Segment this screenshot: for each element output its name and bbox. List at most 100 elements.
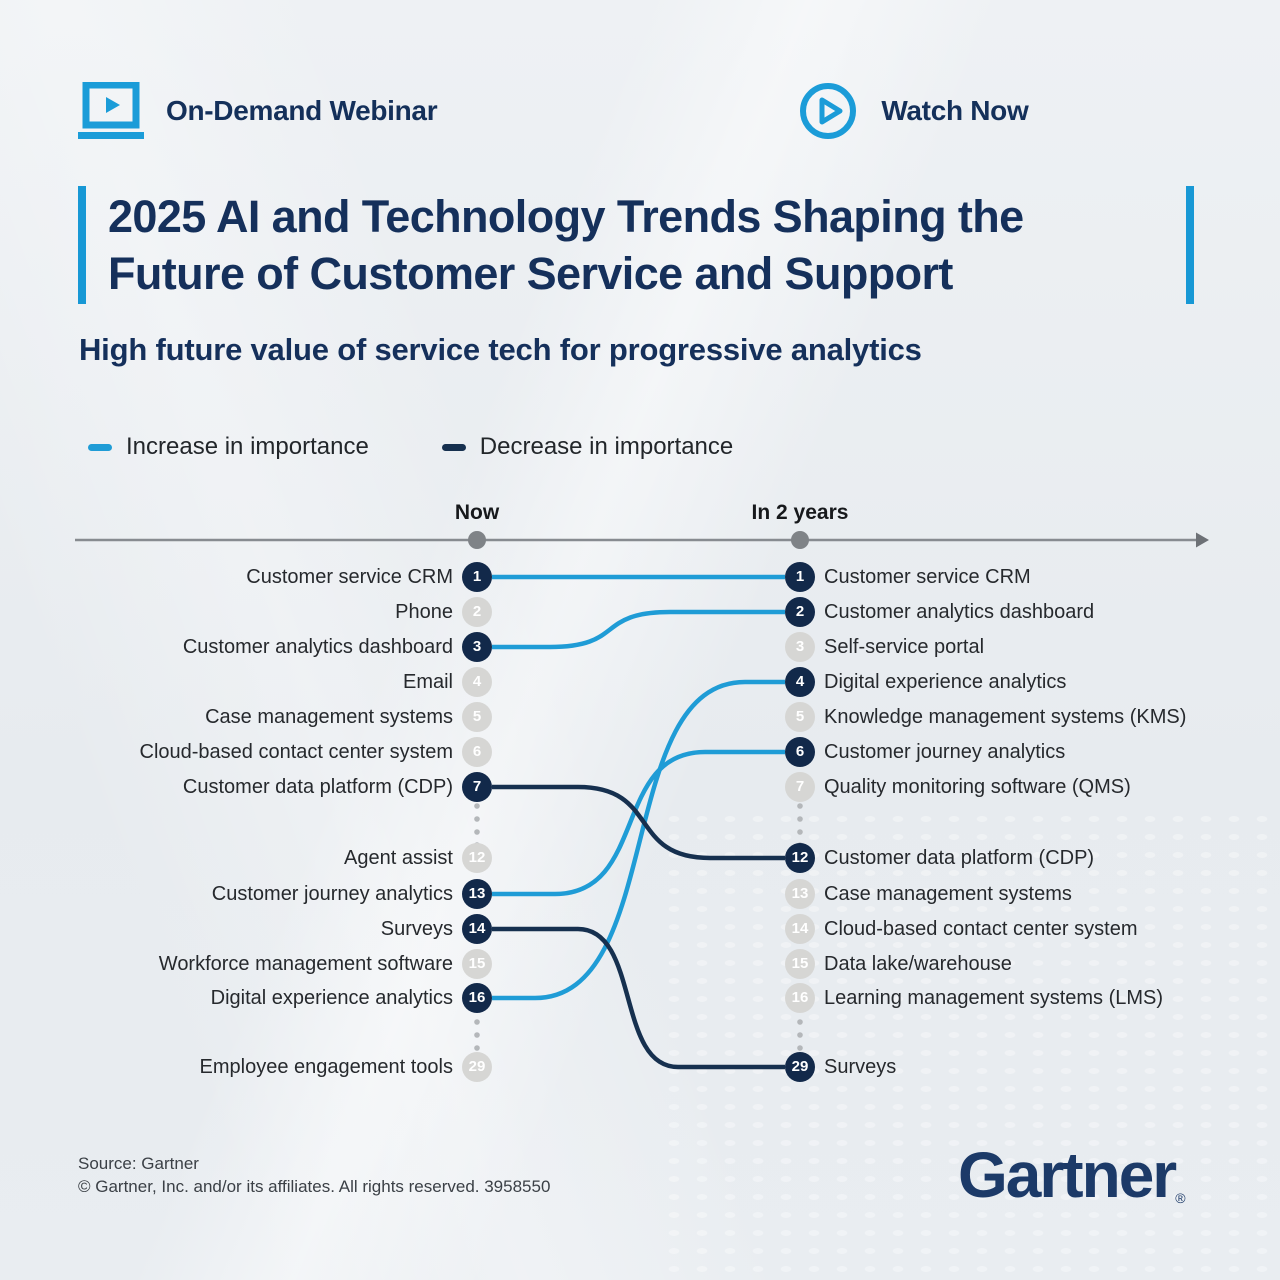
tech-label: Customer data platform (CDP) [182, 775, 453, 798]
gap-dot [797, 1032, 803, 1038]
decrease-dash-icon [441, 443, 466, 451]
rank-row-future-16: 16 Learning management systems (LMS) [785, 981, 1265, 1015]
rank-badge: 5 [785, 702, 815, 732]
rank-row-now-6: Cloud-based contact center system 6 [0, 735, 492, 769]
rank-badge: 15 [462, 949, 492, 979]
tech-label: Knowledge management systems (KMS) [824, 705, 1187, 728]
gap-dot [797, 1019, 803, 1025]
connection-3-to-2 [492, 609, 785, 650]
legend-increase-label: Increase in importance [126, 433, 369, 460]
tech-label: Surveys [824, 1055, 897, 1078]
tech-label: Learning management systems (LMS) [824, 986, 1164, 1009]
tech-label: Customer data platform (CDP) [824, 846, 1095, 869]
rank-badge: 12 [785, 843, 815, 873]
axis-dot-now [468, 531, 486, 549]
legend-item-decrease: Decrease in importance [441, 433, 734, 461]
tech-label: Case management systems [205, 705, 453, 728]
connection-16-to-4 [492, 679, 785, 1001]
rank-badge: 2 [785, 597, 815, 627]
connection-14-to-29 [492, 926, 785, 1070]
rank-row-now-4: Email 4 [0, 665, 492, 699]
page-title: 2025 AI and Technology Trends Shaping th… [108, 188, 1178, 302]
rank-badge: 4 [785, 667, 815, 697]
decrease-lines [492, 784, 785, 1070]
rank-row-now-3: Customer analytics dashboard 3 [0, 630, 492, 664]
page-title-line1: 2025 AI and Technology Trends Shaping th… [108, 191, 1024, 242]
tech-label: Workforce management software [158, 952, 453, 975]
rank-row-now-2: Phone 2 [0, 595, 492, 629]
gartner-logo: Gartner® [958, 1138, 1186, 1212]
rank-badge: 15 [785, 949, 815, 979]
footer-source: Source: Gartner © Gartner, Inc. and/or i… [78, 1152, 550, 1198]
rank-row-now-5: Case management systems 5 [0, 700, 492, 734]
gartner-logo-text: Gartner [958, 1139, 1177, 1211]
tech-label: Data lake/warehouse [824, 952, 1012, 975]
tech-label: Customer analytics dashboard [182, 635, 453, 658]
gap-dot [474, 1032, 480, 1038]
tech-label: Cloud-based contact center system [824, 917, 1138, 940]
connection-13-to-6 [492, 749, 785, 897]
rank-row-future-2: 2 Customer analytics dashboard [785, 595, 1265, 629]
rank-row-now-13: Customer journey analytics 13 [0, 877, 492, 911]
page-title-line2: Future of Customer Service and Support [108, 248, 953, 299]
rank-row-now-1: Customer service CRM 1 [0, 560, 492, 594]
rank-badge: 13 [462, 879, 492, 909]
watch-now-label[interactable]: Watch Now [881, 95, 1029, 126]
source-line: Source: Gartner [78, 1154, 199, 1173]
tech-label: Self-service portal [824, 635, 985, 658]
rank-badge: 7 [785, 772, 815, 802]
tech-label: Customer service CRM [246, 565, 453, 588]
rank-row-now-12: Agent assist 12 [0, 841, 492, 875]
rank-row-future-7: 7 Quality monitoring software (QMS) [785, 770, 1265, 804]
rank-row-future-12: 12 Customer data platform (CDP) [785, 841, 1265, 875]
rank-badge: 1 [462, 562, 492, 592]
tech-label: Digital experience analytics [824, 670, 1067, 693]
rank-row-now-16: Digital experience analytics 16 [0, 981, 492, 1015]
rank-badge: 12 [462, 843, 492, 873]
rank-badge: 16 [462, 983, 492, 1013]
rank-row-future-5: 5 Knowledge management systems (KMS) [785, 700, 1265, 734]
tech-label: Customer journey analytics [824, 740, 1066, 763]
watch-now-play-icon[interactable] [799, 82, 857, 140]
tech-label: Customer journey analytics [211, 882, 453, 905]
rank-badge: 3 [462, 632, 492, 662]
gap-dot [474, 816, 480, 822]
tech-label: Digital experience analytics [210, 986, 453, 1009]
tech-label: Customer analytics dashboard [824, 600, 1095, 623]
gap-dot [474, 803, 480, 809]
tech-label: Cloud-based contact center system [139, 740, 454, 763]
legend-item-increase: Increase in importance [88, 433, 369, 461]
rank-row-now-29: Employee engagement tools 29 [0, 1050, 492, 1084]
tech-label: Phone [395, 600, 453, 623]
rank-row-now-7: Customer data platform (CDP) 7 [0, 770, 492, 804]
title-accent-bar-left [78, 186, 86, 304]
rank-row-future-3: 3 Self-service portal [785, 630, 1265, 664]
rank-badge: 4 [462, 667, 492, 697]
gap-dot [474, 1045, 480, 1051]
webinar-laptop-icon [78, 82, 144, 139]
rank-badge: 7 [462, 772, 492, 802]
rank-badge: 2 [462, 597, 492, 627]
timeline-axis [75, 531, 1209, 549]
registered-mark-icon: ® [1175, 1190, 1186, 1206]
gap-dot [474, 829, 480, 835]
rank-row-now-14: Surveys 14 [0, 912, 492, 946]
legend-decrease-label: Decrease in importance [479, 433, 734, 460]
title-accent-bar-right [1186, 186, 1194, 304]
rank-row-now-15: Workforce management software 15 [0, 947, 492, 981]
chart-subtitle: High future value of service tech for pr… [79, 332, 922, 367]
rank-row-future-13: 13 Case management systems [785, 877, 1265, 911]
increase-dash-icon [88, 443, 112, 451]
webinar-label: On-Demand Webinar [166, 95, 438, 126]
connection-7-to-12 [492, 784, 785, 861]
rank-badge: 13 [785, 879, 815, 909]
tech-label: Email [402, 670, 453, 693]
rank-badge: 14 [785, 914, 815, 944]
gap-dot [797, 816, 803, 822]
rank-badge: 6 [785, 737, 815, 767]
rank-badge: 16 [785, 983, 815, 1013]
rank-badge: 3 [785, 632, 815, 662]
rank-badge: 5 [462, 702, 492, 732]
axis-arrowhead-icon [1196, 532, 1209, 548]
